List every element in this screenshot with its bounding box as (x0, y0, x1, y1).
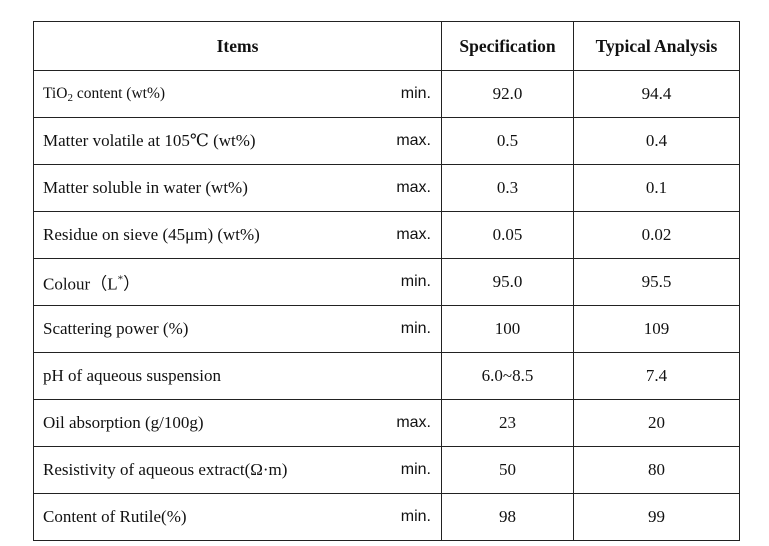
item-name: Matter volatile at 105℃ (wt%) (43, 131, 256, 150)
item-cell: Colour（L*） min. (33, 258, 442, 306)
table-row: Oil absorption (g/100g) max. 23 20 (33, 399, 740, 447)
typical-value: 0.4 (573, 117, 740, 165)
item-cell: Matter soluble in water (wt%) max. (33, 164, 442, 212)
limit-label: min. (400, 320, 431, 337)
typical-value: 109 (573, 305, 740, 353)
limit-label: max. (396, 414, 431, 431)
item-name: Content of Rutile(%) (43, 507, 187, 526)
specification-value: 100 (441, 305, 574, 353)
item-name-text: ） (123, 274, 141, 294)
specification-value: 95.0 (441, 258, 574, 306)
item-cell: Matter volatile at 105℃ (wt%) max. (33, 117, 442, 165)
limit-label: min. (400, 461, 431, 478)
table-row: pH of aqueous suspension 6.0~8.5 7.4 (33, 352, 740, 400)
item-name-text: Colour（L (43, 274, 118, 294)
typical-value: 99 (573, 493, 740, 541)
item-name: Scattering power (%) (43, 319, 189, 338)
item-name: Oil absorption (g/100g) (43, 413, 204, 432)
table-row: Residue on sieve (45μm) (wt%) max. 0.05 … (33, 211, 740, 259)
table-row: Resistivity of aqueous extract(Ω·m) min.… (33, 446, 740, 494)
item-cell: TiO2 content (wt%) min. (33, 70, 442, 118)
item-name: pH of aqueous suspension (43, 366, 222, 385)
table-row: Content of Rutile(%) min. 98 99 (33, 493, 740, 541)
header-specification: Specification (441, 21, 574, 71)
item-name: Matter soluble in water (wt%) (43, 178, 248, 197)
header-row: Items Specification Typical Analysis (33, 21, 740, 71)
item-cell: Content of Rutile(%) min. (33, 493, 442, 541)
item-cell: Oil absorption (g/100g) max. (33, 399, 442, 447)
typical-value: 0.02 (573, 211, 740, 259)
item-name: Colour（L*） (43, 270, 140, 295)
limit-label: max. (396, 132, 431, 149)
header-items: Items (33, 21, 442, 71)
specification-value: 50 (441, 446, 574, 494)
limit-label: max. (396, 226, 431, 243)
item-cell: Residue on sieve (45μm) (wt%) max. (33, 211, 442, 259)
typical-value: 94.4 (573, 70, 740, 118)
item-cell: Resistivity of aqueous extract(Ω·m) min. (33, 446, 442, 494)
table-row: Matter soluble in water (wt%) max. 0.3 0… (33, 164, 740, 212)
typical-value: 0.1 (573, 164, 740, 212)
table-row: TiO2 content (wt%) min. 92.0 94.4 (33, 70, 740, 118)
header-typical-analysis: Typical Analysis (573, 21, 740, 71)
item-name-subscript: 2 (67, 92, 73, 104)
specification-table: Items Specification Typical Analysis TiO… (33, 21, 740, 541)
item-name-text: content (wt%) (72, 85, 166, 102)
limit-label: min. (400, 273, 431, 290)
item-cell: pH of aqueous suspension (33, 352, 442, 400)
table-row: Scattering power (%) min. 100 109 (33, 305, 740, 353)
typical-value: 95.5 (573, 258, 740, 306)
item-name: TiO2 content (wt%) (43, 85, 166, 104)
item-name: Resistivity of aqueous extract(Ω·m) (43, 460, 288, 479)
specification-value: 98 (441, 493, 574, 541)
item-name-text: TiO (43, 85, 68, 102)
item-name: Residue on sieve (45μm) (wt%) (43, 225, 260, 244)
limit-label: max. (396, 179, 431, 196)
item-name-superscript: * (117, 273, 124, 286)
typical-value: 20 (573, 399, 740, 447)
typical-value: 80 (573, 446, 740, 494)
specification-value: 0.5 (441, 117, 574, 165)
table-row: Matter volatile at 105℃ (wt%) max. 0.5 0… (33, 117, 740, 165)
specification-value: 0.3 (441, 164, 574, 212)
specification-value: 92.0 (441, 70, 574, 118)
typical-value: 7.4 (573, 352, 740, 400)
specification-value: 6.0~8.5 (441, 352, 574, 400)
table-row: Colour（L*） min. 95.0 95.5 (33, 258, 740, 306)
item-cell: Scattering power (%) min. (33, 305, 442, 353)
specification-value: 23 (441, 399, 574, 447)
limit-label: min. (400, 508, 431, 525)
limit-label: min. (400, 85, 431, 102)
specification-value: 0.05 (441, 211, 574, 259)
